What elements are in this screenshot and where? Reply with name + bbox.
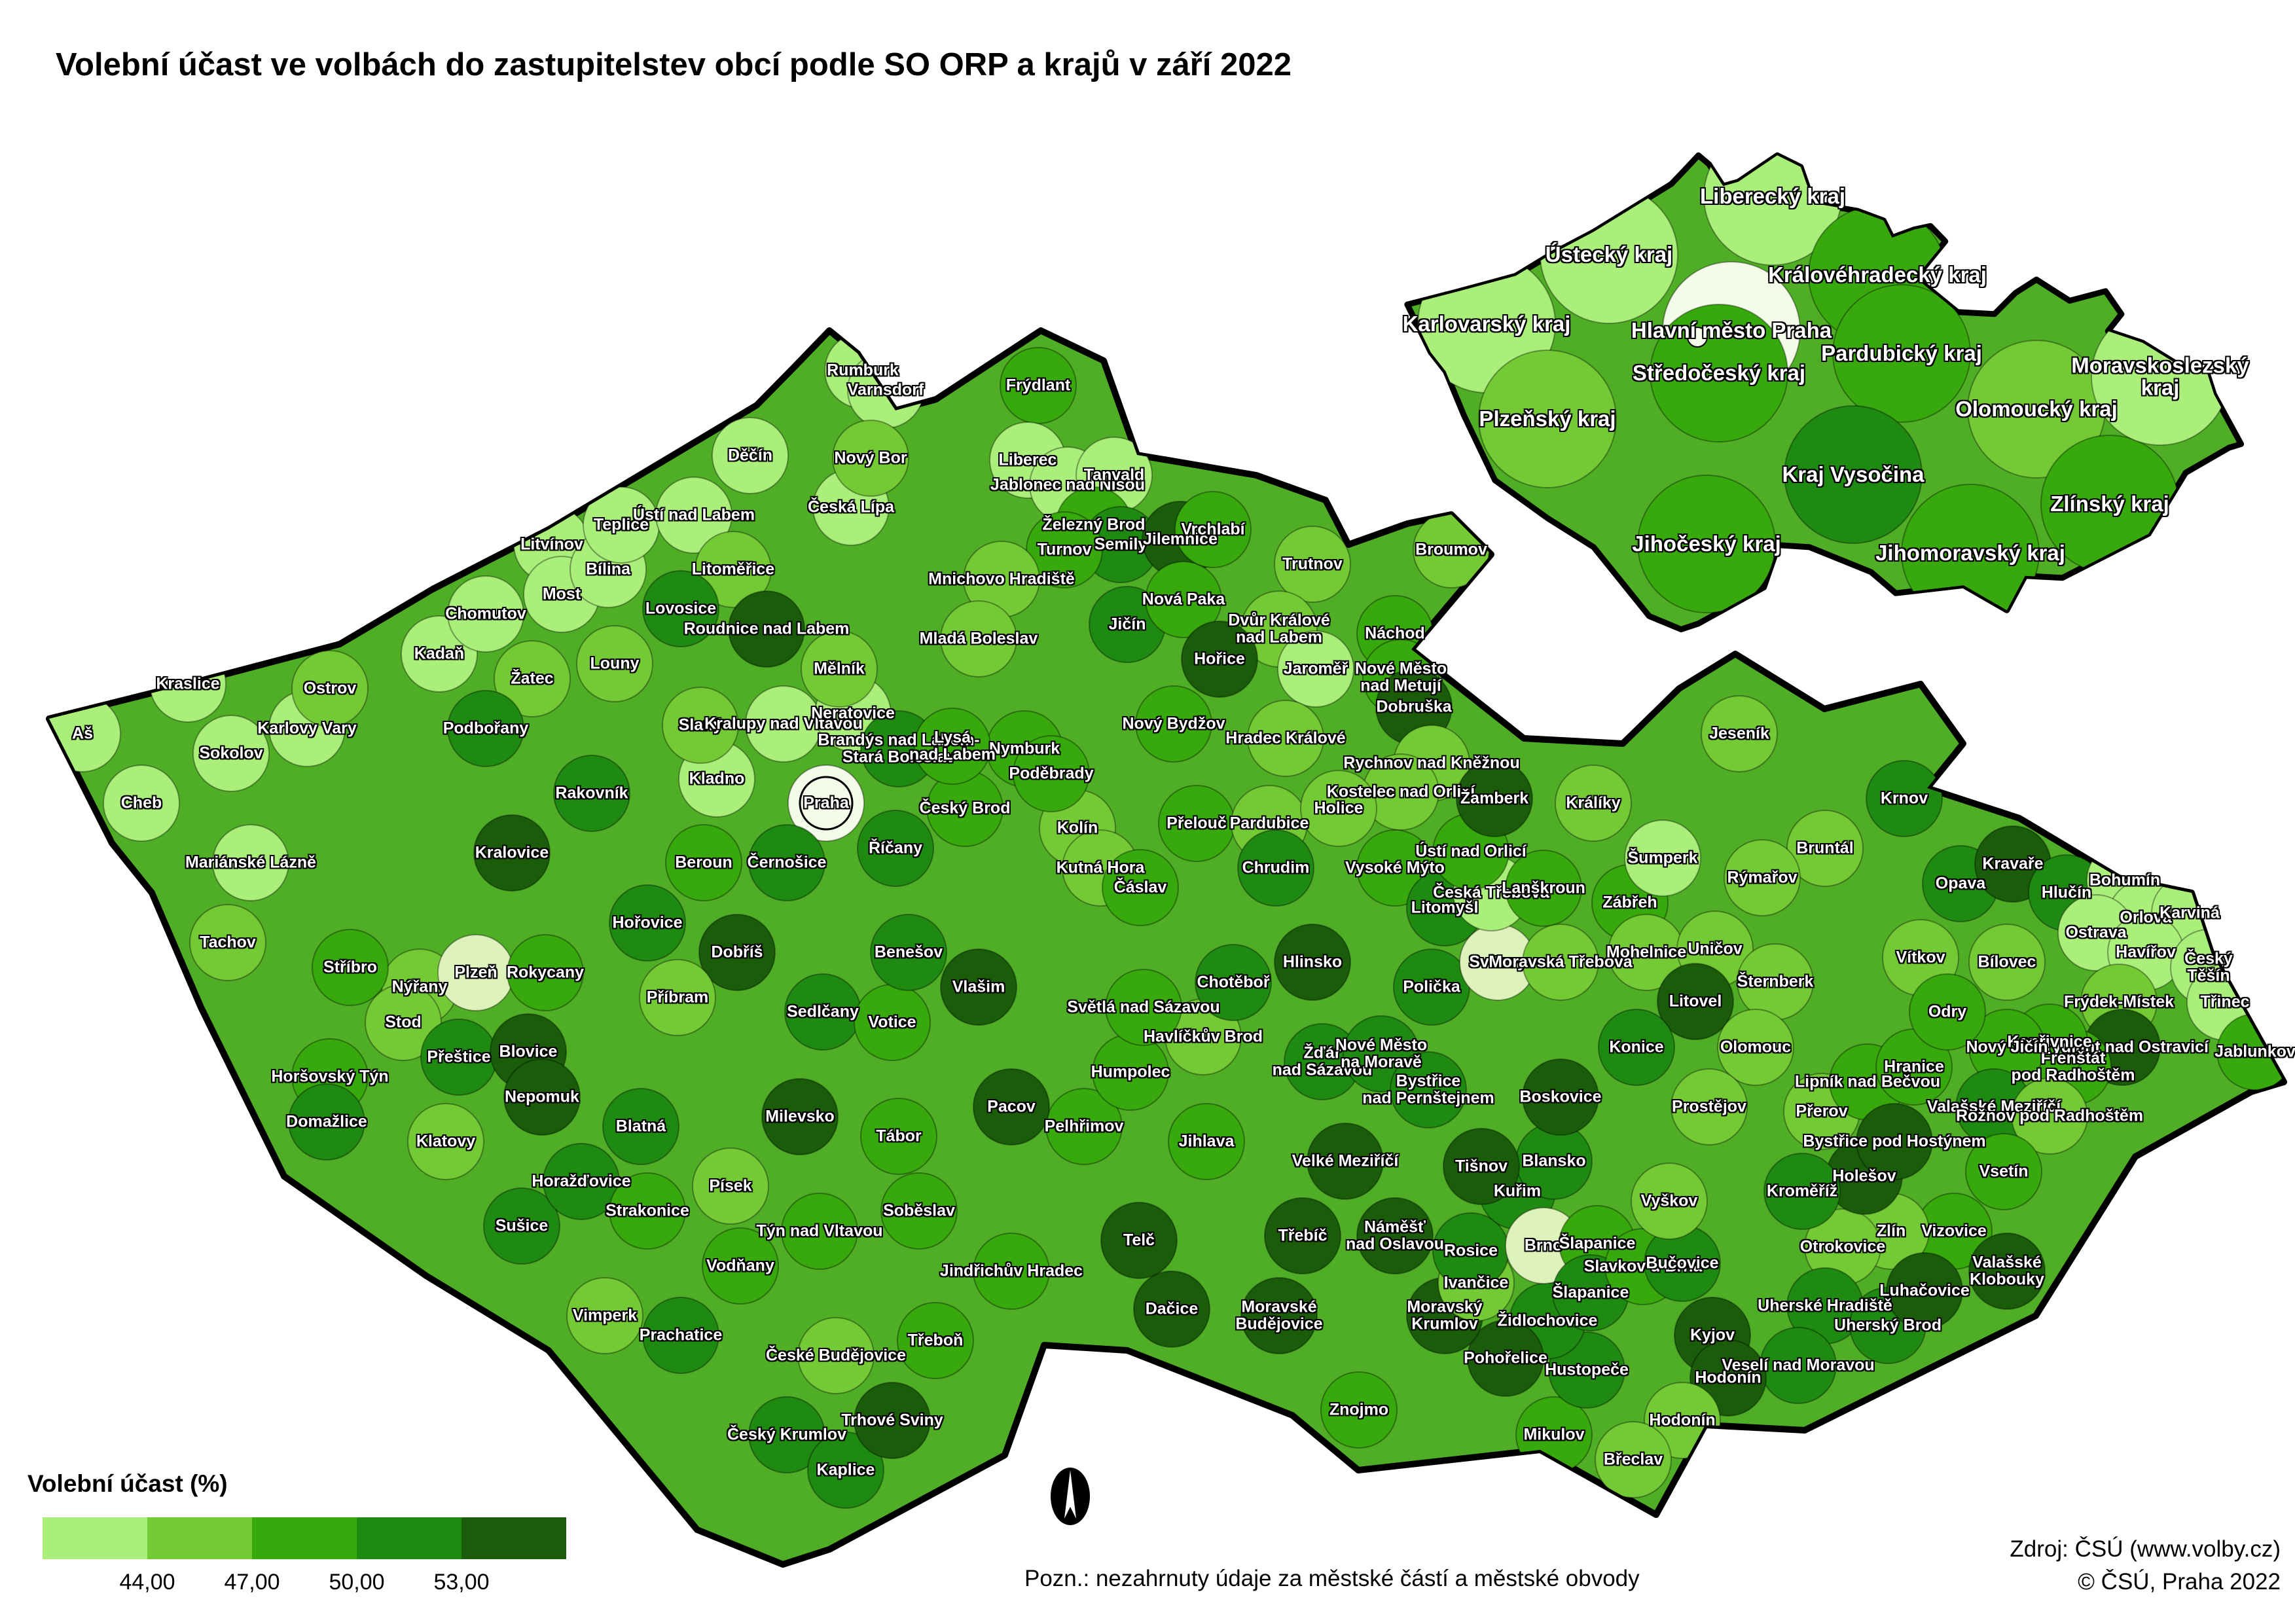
legend-tick-53-00: 53,00 — [433, 1570, 490, 1595]
map-note: Pozn.: nezahrnuty údaje za městské částí… — [1024, 1566, 1640, 1591]
legend-swatch-2 — [147, 1517, 252, 1559]
map-source: Zdroj: ČSÚ (www.volby.cz) © ČSÚ, Praha 2… — [2010, 1533, 2281, 1598]
north-arrow-icon — [1051, 1468, 1090, 1525]
legend-ticks: 44,00 47,00 50,00 53,00 — [0, 1570, 2295, 1596]
praha-spot-main — [799, 776, 854, 831]
source-line-1: Zdroj: ČSÚ (www.volby.cz) — [2010, 1536, 2281, 1562]
legend-color-bar — [43, 1517, 566, 1559]
legend-swatch-5 — [461, 1517, 566, 1559]
legend-swatch-1 — [43, 1517, 147, 1559]
page-title: Volební účast ve volbách do zastupitelst… — [56, 46, 1292, 82]
orp-color-layer — [49, 332, 2284, 1509]
legend-title: Volební účast (%) — [27, 1470, 228, 1497]
legend-tick-44-00: 44,00 — [119, 1570, 175, 1595]
legend-tick-47-00: 47,00 — [224, 1570, 280, 1595]
legend-tick-50-00: 50,00 — [329, 1570, 385, 1595]
legend-swatch-4 — [357, 1517, 461, 1559]
source-line-2: © ČSÚ, Praha 2022 — [2078, 1568, 2281, 1595]
praha-spot-inset — [1687, 327, 1708, 348]
legend-swatch-3 — [252, 1517, 357, 1559]
